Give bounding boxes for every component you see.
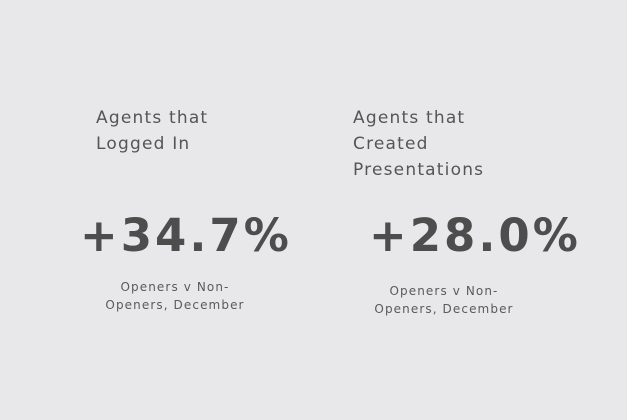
stat-value: +28.0% <box>369 209 581 262</box>
stat-heading-line: Created <box>353 134 429 154</box>
stat-caption-line: Openers, December <box>374 302 514 316</box>
stat-caption-line: Openers v Non- <box>389 284 499 298</box>
stat-heading-line: Agents that <box>96 108 209 128</box>
stat-caption-line: Openers, December <box>105 298 245 312</box>
stat-heading: Agents that Logged In <box>96 105 208 157</box>
stat-value: +34.7% <box>80 209 292 262</box>
stat-caption: Openers v Non- Openers, December <box>90 278 260 314</box>
stat-heading-line: Logged In <box>96 134 191 154</box>
stat-heading-line: Presentations <box>353 160 485 180</box>
stat-heading: Agents that Created Presentations <box>353 105 484 183</box>
stat-heading-line: Agents that <box>353 108 466 128</box>
stat-caption-line: Openers v Non- <box>120 280 230 294</box>
stat-caption: Openers v Non- Openers, December <box>358 282 530 318</box>
